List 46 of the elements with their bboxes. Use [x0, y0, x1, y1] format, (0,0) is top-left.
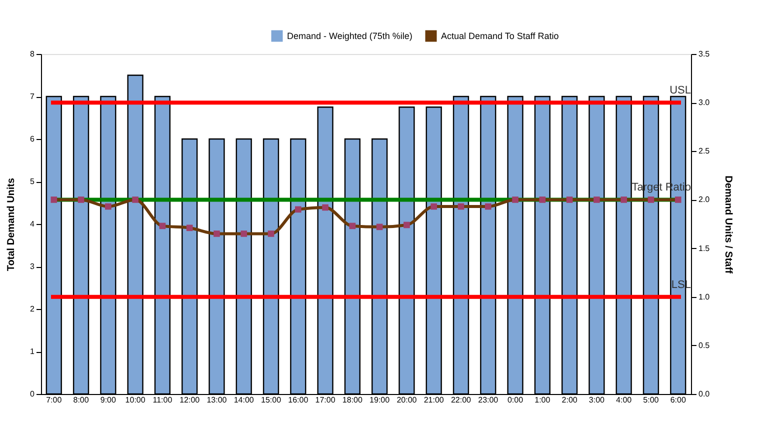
y2-tick-label: 0.0 — [698, 390, 710, 398]
x-tick-label: 4:00 — [616, 396, 632, 404]
x-tick-label: 21:00 — [424, 396, 444, 404]
x-tick-label: 15:00 — [260, 396, 282, 404]
x-tick-label: 23:00 — [478, 396, 499, 404]
x-tick-label: 5:00 — [643, 396, 660, 404]
x-tick-label: 14:00 — [234, 396, 254, 404]
y2-tick-label: 3.5 — [698, 50, 710, 58]
x-tick-label: 9:00 — [100, 396, 117, 404]
x-tick-label: 22:00 — [450, 396, 472, 404]
y2-tick-label: 0.5 — [698, 340, 710, 350]
x-tick-label: 6:00 — [670, 396, 686, 404]
y2-axis-title: Demand Units / Staff — [722, 176, 734, 274]
ref-line-label: USL — [670, 84, 691, 97]
x-tick-label: 19:00 — [370, 396, 390, 404]
y-tick-label: 1 — [30, 347, 36, 356]
x-tick-label: 10:00 — [125, 396, 146, 404]
y-tick-label: 4 — [30, 220, 36, 228]
x-tick-label: 16:00 — [288, 396, 309, 404]
x-tick-label: 20:00 — [396, 396, 418, 404]
x-tick-label: 17:00 — [315, 396, 336, 404]
y-tick-label: 5 — [30, 177, 36, 186]
y-tick-label: 7 — [30, 92, 36, 101]
y-tick-label: 6 — [30, 134, 36, 144]
x-tick-label: 13:00 — [206, 396, 228, 404]
y-axis-title: Total Demand Units — [6, 177, 18, 272]
y2-tick-label: 2.0 — [698, 195, 710, 204]
x-tick-label: 18:00 — [342, 396, 363, 404]
x-tick-label: 0:00 — [507, 396, 524, 404]
x-tick-label: 11:00 — [152, 396, 173, 404]
x-tick-label: 8:00 — [73, 396, 90, 404]
x-tick-label: 12:00 — [180, 396, 200, 404]
y-tick-label: 0 — [30, 390, 36, 398]
y-tick-label: 3 — [30, 262, 36, 271]
y2-tick-label: 2.5 — [698, 146, 710, 156]
y2-tick-label: 1.0 — [698, 292, 710, 302]
x-tick-label: 1:00 — [534, 396, 551, 404]
y-tick-label: 2 — [30, 304, 36, 314]
y2-tick-label: 1.5 — [698, 244, 710, 253]
y-tick-label: 8 — [30, 50, 36, 58]
x-tick-label: 3:00 — [588, 396, 606, 404]
x-tick-label: 7:00 — [46, 396, 62, 404]
y2-tick-label: 3.0 — [698, 98, 710, 108]
legend-label: Actual Demand To Staff Ratio — [441, 31, 559, 41]
x-tick-label: 2:00 — [562, 396, 578, 404]
legend-label: Demand - Weighted (75th %ile) — [287, 31, 412, 41]
